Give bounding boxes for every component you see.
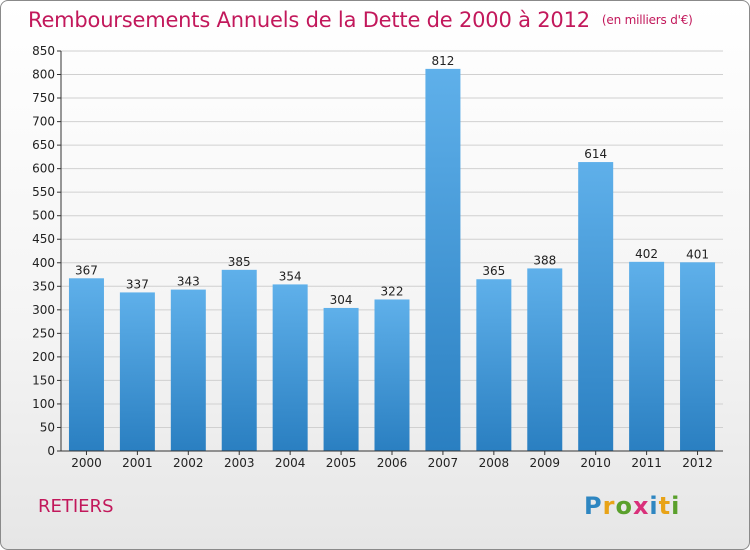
bar-2011 [629,261,665,451]
bar-2004 [272,284,308,451]
logo-letter: t [658,492,672,520]
proxiti-logo: Proxiti [584,492,680,520]
x-tick-label: 2009 [529,456,560,470]
y-tick-label: 0 [47,444,55,458]
y-tick-label: 600 [32,162,55,176]
bar-2010 [578,162,614,451]
commune-name: RETIERS [38,496,114,517]
x-tick-label: 2012 [682,456,713,470]
value-label: 337 [126,277,149,291]
x-tick-label: 2004 [275,456,306,470]
x-tick-label: 2001 [122,456,153,470]
chart-title-text: Remboursements Annuels de la Dette de 20… [28,8,590,32]
x-tick-label: 2010 [580,456,611,470]
y-tick-label: 450 [32,232,55,246]
bar-2005 [323,307,359,451]
value-label: 385 [228,255,251,269]
x-tick-label: 2000 [71,456,102,470]
axes: 0 50 100 150 200 250 300 350 400 450 500 550 600 650 7… [32,44,723,470]
x-tick-label: 2007 [428,456,459,470]
x-tick-label: 2002 [173,456,204,470]
bar-2007 [425,68,461,451]
value-label: 365 [482,264,505,278]
value-label: 304 [330,293,353,307]
y-tick-label: 300 [32,303,55,317]
logo-letter: P [584,492,603,520]
x-tick-label: 2006 [377,456,408,470]
bar-2000 [68,278,104,451]
y-tick-label: 150 [32,373,55,387]
y-tick-label: 200 [32,350,55,364]
bar-2012 [680,262,716,451]
bar-2006 [374,299,410,451]
x-tick-label: 2008 [479,456,510,470]
y-tick-label: 850 [32,44,55,58]
logo-letter: i [671,492,681,520]
y-tick-label: 50 [40,420,55,434]
logo-letter: x [632,492,650,520]
value-label: 322 [381,284,404,298]
value-label: 614 [584,147,607,161]
logo-letter: i [649,492,659,520]
y-tick-label: 700 [32,115,55,129]
value-label: 343 [177,275,200,289]
bar-2008 [476,279,512,451]
bar-2003 [221,269,257,451]
y-tick-label: 550 [32,185,55,199]
logo-letter: o [615,492,633,520]
y-tick-label: 100 [32,397,55,411]
value-label: 388 [533,253,556,267]
x-tick-label: 2003 [224,456,255,470]
y-tick-label: 400 [32,256,55,270]
bar-2001 [119,292,155,451]
bar-2009 [527,268,563,451]
value-label: 354 [279,269,302,283]
value-label: 401 [686,247,709,261]
y-tick-label: 350 [32,279,55,293]
chart-unit: (en milliers d'€) [601,13,693,27]
x-tick-label: 2011 [631,456,662,470]
logo-letter: r [602,492,616,520]
y-tick-label: 500 [32,209,55,223]
bar-2002 [170,289,206,451]
value-label: 367 [75,263,98,277]
y-tick-label: 750 [32,91,55,105]
value-label: 812 [431,54,454,68]
value-label: 402 [635,247,658,261]
value-labels: 367 337 343 385 354 304 322 812 365 388 614 402 401 [75,54,709,307]
y-tick-label: 250 [32,326,55,340]
chart-title: Remboursements Annuels de la Dette de 20… [28,8,693,32]
y-tick-label: 650 [32,138,55,152]
bars [68,68,716,451]
y-tick-label: 800 [32,68,55,82]
x-tick-label: 2005 [326,456,357,470]
